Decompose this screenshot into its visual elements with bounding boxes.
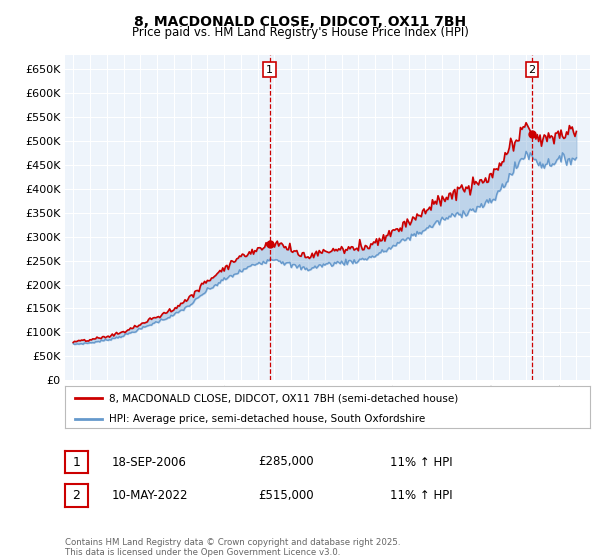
Text: 2: 2 [529,64,536,74]
Text: 18-SEP-2006: 18-SEP-2006 [112,455,187,469]
Text: 11% ↑ HPI: 11% ↑ HPI [390,489,452,502]
Text: HPI: Average price, semi-detached house, South Oxfordshire: HPI: Average price, semi-detached house,… [109,414,425,424]
Text: 10-MAY-2022: 10-MAY-2022 [112,489,188,502]
Text: 11% ↑ HPI: 11% ↑ HPI [390,455,452,469]
Text: 1: 1 [72,455,80,469]
Text: 8, MACDONALD CLOSE, DIDCOT, OX11 7BH (semi-detached house): 8, MACDONALD CLOSE, DIDCOT, OX11 7BH (se… [109,393,458,403]
Text: Contains HM Land Registry data © Crown copyright and database right 2025.
This d: Contains HM Land Registry data © Crown c… [65,538,400,557]
Text: Price paid vs. HM Land Registry's House Price Index (HPI): Price paid vs. HM Land Registry's House … [131,26,469,39]
Text: 8, MACDONALD CLOSE, DIDCOT, OX11 7BH: 8, MACDONALD CLOSE, DIDCOT, OX11 7BH [134,15,466,29]
Text: £285,000: £285,000 [258,455,314,469]
Text: 1: 1 [266,64,273,74]
Text: £515,000: £515,000 [258,489,314,502]
Text: 2: 2 [72,489,80,502]
